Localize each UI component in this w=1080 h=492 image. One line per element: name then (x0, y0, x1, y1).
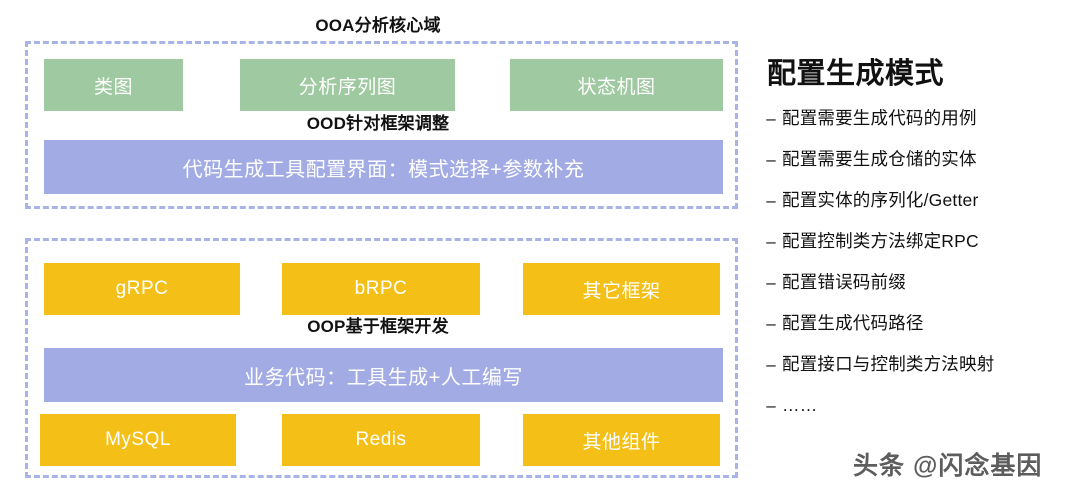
node-label: 其它框架 (582, 280, 661, 302)
node-business-code[interactable]: 业务代码：工具生成+人工编写 (44, 348, 723, 402)
bullet-dash-icon: – (766, 150, 776, 169)
node-label: 类图 (93, 76, 133, 98)
bullet-dash-icon: – (766, 191, 776, 210)
node-other-framework[interactable]: 其它框架 (523, 263, 720, 315)
node-mysql[interactable]: MySQL (40, 414, 236, 466)
node-redis[interactable]: Redis (282, 414, 480, 466)
panel-title: 配置生成模式 (767, 58, 945, 90)
node-label: gRPC (115, 278, 169, 299)
bullet-dash-icon: – (766, 109, 776, 128)
bullet-text: 配置生成代码路径 (782, 313, 924, 333)
node-class-diagram[interactable]: 类图 (44, 59, 183, 111)
bullet-text: 配置错误码前缀 (782, 272, 906, 292)
bullet-dash-icon: – (766, 314, 776, 333)
node-state-machine-diagram[interactable]: 状态机图 (510, 59, 723, 111)
architecture-diagram: OOA分析核心域 类图 分析序列图 状态机图 OOD针对框架调整 代码生成工具配… (25, 16, 738, 478)
oop-inner-label: OOP基于框架开发 (307, 317, 449, 336)
list-item: – 配置接口与控制类方法映射 (760, 344, 1080, 385)
config-mode-panel: 配置生成模式 – 配置需要生成代码的用例 – 配置需要生成仓储的实体 – 配置实… (760, 0, 1080, 492)
bullet-dash-icon: – (766, 232, 776, 251)
node-brpc[interactable]: bRPC (282, 263, 480, 315)
node-label: 业务代码：工具生成+人工编写 (244, 366, 523, 389)
node-analysis-sequence-diagram[interactable]: 分析序列图 (240, 59, 455, 111)
node-label: bRPC (354, 278, 408, 299)
node-codegen-config-ui[interactable]: 代码生成工具配置界面：模式选择+参数补充 (44, 140, 723, 194)
list-item: – …… (760, 385, 1080, 426)
list-item: – 配置实体的序列化/Getter (760, 180, 1080, 221)
bullet-list: – 配置需要生成代码的用例 – 配置需要生成仓储的实体 – 配置实体的序列化/G… (760, 98, 1080, 426)
watermark: 头条 @闪念基因 (853, 452, 1043, 480)
bullet-text: 配置接口与控制类方法映射 (782, 354, 995, 374)
list-item: – 配置需要生成仓储的实体 (760, 139, 1080, 180)
list-item: – 配置生成代码路径 (760, 303, 1080, 344)
node-label: MySQL (105, 429, 171, 450)
bullet-dash-icon: – (766, 273, 776, 292)
node-label: 状态机图 (577, 76, 656, 98)
bullet-text: 配置实体的序列化/Getter (782, 190, 979, 210)
node-label: Redis (355, 429, 407, 450)
bullet-dash-icon: – (766, 355, 776, 374)
node-other-components[interactable]: 其他组件 (523, 414, 720, 466)
ooa-group-label: OOA分析核心域 (315, 16, 441, 35)
bullet-text: …… (782, 395, 818, 415)
bullet-text: 配置需要生成仓储的实体 (782, 149, 977, 169)
list-item: – 配置错误码前缀 (760, 262, 1080, 303)
bullet-text: 配置需要生成代码的用例 (782, 108, 977, 128)
bullet-dash-icon: – (766, 396, 776, 415)
node-label: 代码生成工具配置界面：模式选择+参数补充 (182, 158, 585, 181)
ood-inner-label: OOD针对框架调整 (306, 114, 450, 133)
node-label: 分析序列图 (298, 76, 397, 98)
ooa-dashed-container (25, 41, 738, 209)
bullet-text: 配置控制类方法绑定RPC (782, 231, 979, 251)
list-item: – 配置控制类方法绑定RPC (760, 221, 1080, 262)
node-label: 其他组件 (582, 431, 661, 453)
list-item: – 配置需要生成代码的用例 (760, 98, 1080, 139)
node-grpc[interactable]: gRPC (44, 263, 240, 315)
oop-dashed-container (25, 238, 738, 478)
